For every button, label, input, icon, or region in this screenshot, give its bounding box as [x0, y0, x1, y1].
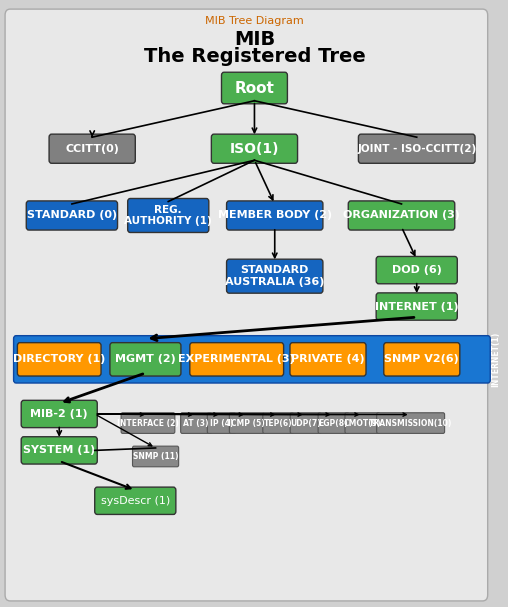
FancyBboxPatch shape [318, 413, 349, 433]
FancyBboxPatch shape [263, 413, 294, 433]
Text: IP (4): IP (4) [210, 419, 233, 427]
Text: INTERFACE (2): INTERFACE (2) [117, 419, 179, 427]
Text: INTERNET (1): INTERNET (1) [375, 302, 459, 311]
FancyBboxPatch shape [14, 336, 490, 383]
FancyBboxPatch shape [227, 259, 323, 293]
FancyBboxPatch shape [94, 487, 176, 515]
FancyBboxPatch shape [376, 256, 457, 283]
FancyBboxPatch shape [207, 413, 236, 433]
FancyBboxPatch shape [121, 413, 175, 433]
FancyBboxPatch shape [21, 401, 97, 427]
FancyBboxPatch shape [190, 343, 283, 376]
Text: MGMT (2): MGMT (2) [115, 354, 176, 364]
Text: MIB Tree Diagram: MIB Tree Diagram [205, 16, 304, 26]
Text: PRIVATE (4): PRIVATE (4) [291, 354, 365, 364]
Text: ISO(1): ISO(1) [230, 141, 279, 156]
FancyBboxPatch shape [227, 201, 323, 230]
Text: SNMP V2(6): SNMP V2(6) [385, 354, 459, 364]
FancyBboxPatch shape [290, 413, 321, 433]
Text: CCITT(0): CCITT(0) [65, 144, 119, 154]
FancyBboxPatch shape [359, 134, 475, 163]
Text: sysDescr (1): sysDescr (1) [101, 496, 170, 506]
FancyBboxPatch shape [181, 413, 212, 433]
FancyBboxPatch shape [376, 413, 444, 433]
FancyBboxPatch shape [21, 437, 97, 464]
Text: AT (3): AT (3) [183, 419, 209, 427]
Text: MIB: MIB [234, 30, 275, 49]
Text: CMOT(9): CMOT(9) [344, 419, 381, 427]
Text: ORGANIZATION (3): ORGANIZATION (3) [343, 211, 460, 220]
FancyBboxPatch shape [345, 413, 380, 433]
FancyBboxPatch shape [110, 343, 181, 376]
FancyBboxPatch shape [133, 446, 179, 467]
Text: STANDARD
AUSTRALIA (36): STANDARD AUSTRALIA (36) [225, 265, 325, 287]
Text: MEMBER BODY (2): MEMBER BODY (2) [217, 211, 332, 220]
FancyBboxPatch shape [348, 201, 455, 230]
Text: STANDARD (0): STANDARD (0) [27, 211, 117, 220]
Text: REG.
AUTHORITY (1): REG. AUTHORITY (1) [124, 205, 212, 226]
FancyBboxPatch shape [290, 343, 366, 376]
FancyBboxPatch shape [211, 134, 298, 163]
Text: EGP(8): EGP(8) [319, 419, 348, 427]
Text: INTERNET(1): INTERNET(1) [491, 331, 500, 387]
Text: UDP(7): UDP(7) [290, 419, 321, 427]
Text: JOINT - ISO-CCITT(2): JOINT - ISO-CCITT(2) [357, 144, 477, 154]
Text: TRANSMISSION(10): TRANSMISSION(10) [369, 419, 452, 427]
FancyBboxPatch shape [221, 72, 288, 104]
FancyBboxPatch shape [128, 198, 209, 232]
Text: Root: Root [235, 81, 274, 95]
FancyBboxPatch shape [49, 134, 135, 163]
FancyBboxPatch shape [17, 343, 101, 376]
Text: EXPERIMENTAL (3): EXPERIMENTAL (3) [178, 354, 295, 364]
FancyBboxPatch shape [376, 293, 457, 320]
Text: TEP(6): TEP(6) [264, 419, 293, 427]
Text: DOD (6): DOD (6) [392, 265, 441, 275]
FancyBboxPatch shape [26, 201, 117, 230]
Text: SYSTEM (1): SYSTEM (1) [23, 446, 96, 455]
Text: DIRECTORY (1): DIRECTORY (1) [13, 354, 106, 364]
Text: MIB-2 (1): MIB-2 (1) [30, 409, 88, 419]
FancyBboxPatch shape [384, 343, 460, 376]
Text: SNMP (11): SNMP (11) [133, 452, 178, 461]
FancyBboxPatch shape [229, 413, 264, 433]
Text: The Registered Tree: The Registered Tree [144, 47, 365, 66]
Text: ICMP (5): ICMP (5) [229, 419, 265, 427]
